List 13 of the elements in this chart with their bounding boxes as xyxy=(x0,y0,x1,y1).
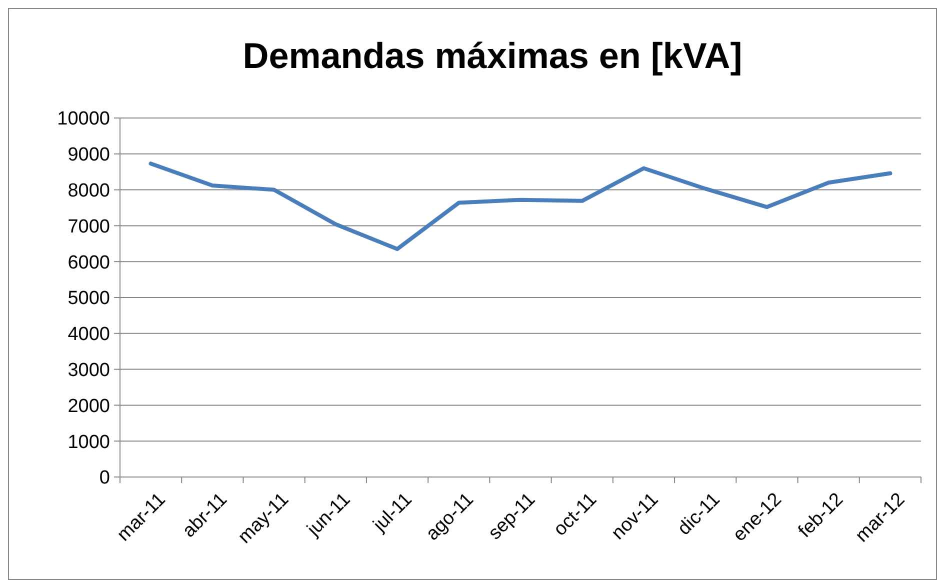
y-tick-label: 2000 xyxy=(68,396,110,417)
y-tick-label: 8000 xyxy=(68,180,110,202)
y-tick-label: 9000 xyxy=(68,144,110,166)
chart-title: Demandas máximas en [kVA] xyxy=(242,35,742,76)
y-tick-label: 1000 xyxy=(68,432,110,453)
y-tick-label: 4000 xyxy=(68,324,110,346)
y-tick-label: 6000 xyxy=(68,252,110,274)
y-tick-label: 7000 xyxy=(68,216,110,238)
y-tick-label: 3000 xyxy=(68,360,110,381)
y-tick-label: 0 xyxy=(99,468,110,489)
y-tick-label: 10000 xyxy=(57,108,110,130)
line-series xyxy=(148,162,892,252)
y-tick-label: 5000 xyxy=(68,288,110,310)
